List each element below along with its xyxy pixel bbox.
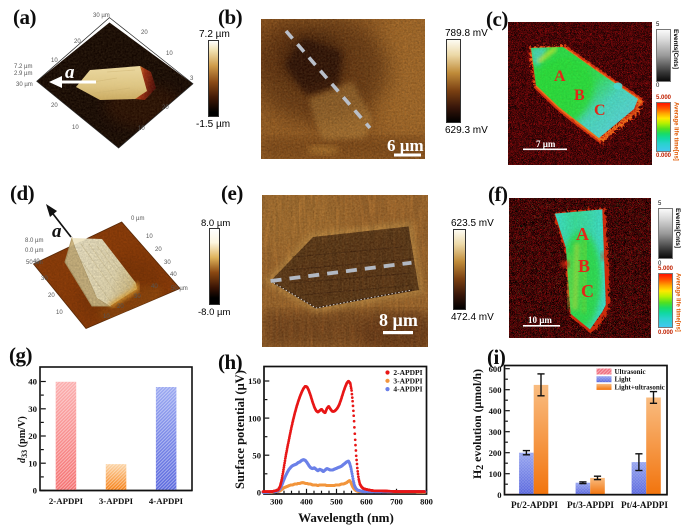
svg-text:40: 40 <box>28 377 37 387</box>
svg-text:2-APDPI: 2-APDPI <box>393 368 422 377</box>
svg-text:300: 300 <box>489 427 502 437</box>
svg-text:A: A <box>576 224 589 244</box>
svg-text:10: 10 <box>28 459 37 469</box>
svg-text:2-APDPI: 2-APDPI <box>49 496 84 506</box>
svg-text:600: 600 <box>360 497 373 507</box>
svg-text:B: B <box>578 256 590 276</box>
svg-text:Ultrasonic: Ultrasonic <box>615 368 646 376</box>
svg-text:0: 0 <box>497 490 501 500</box>
svg-text:3-APDPI: 3-APDPI <box>99 496 134 506</box>
svg-text:6 µm: 6 µm <box>387 136 424 155</box>
svg-text:100: 100 <box>248 413 261 423</box>
svg-text:3-APDPI: 3-APDPI <box>393 376 422 385</box>
svg-text:150: 150 <box>248 376 261 386</box>
svg-text:Pt/4-APDPI: Pt/4-APDPI <box>621 500 668 510</box>
svg-text:500: 500 <box>489 385 502 395</box>
svg-text:20: 20 <box>28 431 37 441</box>
svg-text:A: A <box>554 68 566 85</box>
svg-text:300: 300 <box>270 497 283 507</box>
svg-text:10 µm: 10 µm <box>528 315 552 325</box>
svg-text:C: C <box>581 281 594 301</box>
svg-text:0: 0 <box>33 486 38 496</box>
svg-text:C: C <box>594 102 606 119</box>
svg-text:500: 500 <box>330 497 343 507</box>
svg-text:400: 400 <box>300 497 313 507</box>
svg-text:4-APDPI: 4-APDPI <box>149 496 184 506</box>
svg-text:Light: Light <box>615 376 632 384</box>
svg-text:700: 700 <box>390 497 403 507</box>
svg-text:a: a <box>52 221 62 242</box>
svg-text:200: 200 <box>489 448 502 458</box>
svg-text:100: 100 <box>489 469 502 479</box>
svg-text:a: a <box>65 62 75 83</box>
svg-text:30: 30 <box>28 404 37 414</box>
svg-text:B: B <box>574 87 585 104</box>
svg-text:400: 400 <box>489 406 502 416</box>
svg-text:Light+ultrasonic: Light+ultrasonic <box>615 383 665 391</box>
svg-text:0: 0 <box>257 488 261 498</box>
svg-text:d33 (pm/V): d33 (pm/V) <box>17 416 29 463</box>
svg-text:7 µm: 7 µm <box>536 139 556 149</box>
svg-text:Wavelength (nm): Wavelength (nm) <box>298 510 394 525</box>
svg-text:Pt/3-APDPI: Pt/3-APDPI <box>567 500 614 510</box>
svg-text:8 µm: 8 µm <box>379 310 418 330</box>
svg-text:600: 600 <box>489 364 502 374</box>
svg-text:Pt/2-APDPI: Pt/2-APDPI <box>511 500 558 510</box>
svg-text:800: 800 <box>420 497 433 507</box>
svg-text:Surface potential (μV): Surface potential (μV) <box>233 370 247 489</box>
svg-text:4-APDPI: 4-APDPI <box>393 385 422 394</box>
svg-text:H2 evolution (μmol/h): H2 evolution (μmol/h) <box>470 369 486 479</box>
svg-text:50: 50 <box>252 450 261 460</box>
